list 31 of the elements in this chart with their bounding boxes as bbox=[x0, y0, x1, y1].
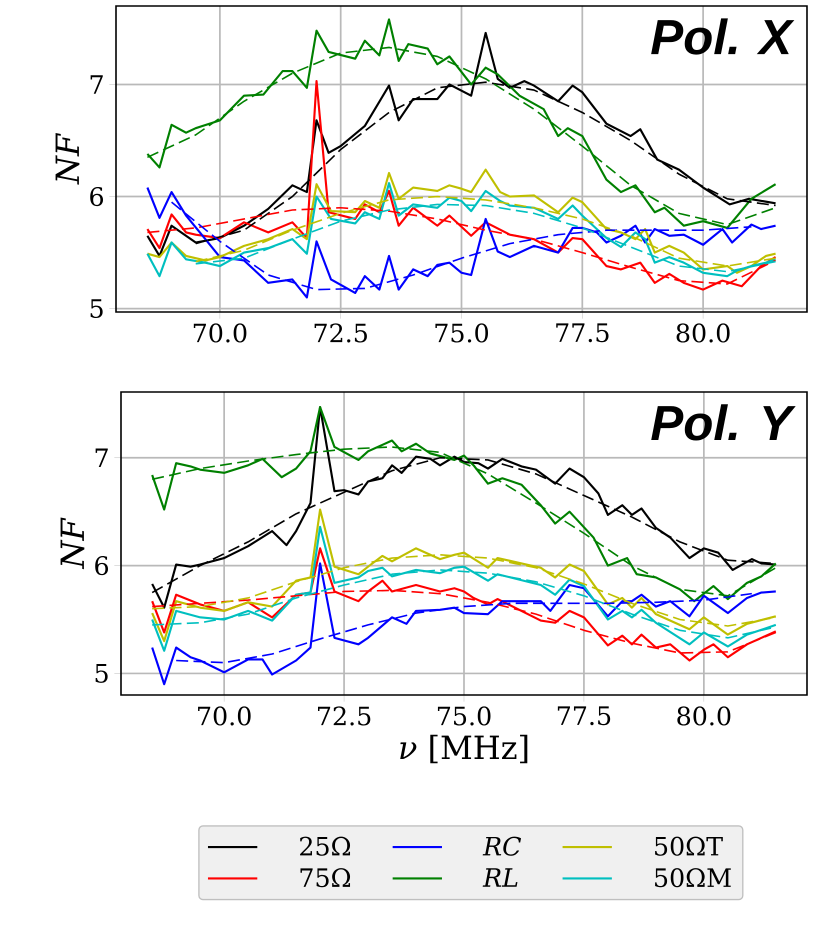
y-tick-label: 6 bbox=[90, 186, 104, 206]
y-tick-label: 6 bbox=[95, 556, 108, 576]
x-tick-label: 75.0 bbox=[435, 323, 488, 343]
x-tick-label: 72.5 bbox=[314, 323, 367, 343]
y-axis-title: NF bbox=[56, 132, 80, 185]
x-axis-title: ν [MHz] bbox=[400, 734, 528, 764]
y-tick-label: 5 bbox=[90, 299, 103, 318]
line-series bbox=[146, 80, 777, 291]
legend-label: 50ΩT bbox=[655, 836, 723, 856]
line-series bbox=[151, 562, 777, 686]
line-series bbox=[146, 186, 777, 298]
chart-title: Pol. Y bbox=[651, 404, 796, 441]
line-series bbox=[146, 168, 777, 274]
x-tick-label: 80.0 bbox=[677, 706, 730, 726]
legend-label: 50ΩM bbox=[655, 868, 731, 888]
x-tick-label: 70.0 bbox=[198, 706, 251, 726]
x-tick-label: 77.5 bbox=[558, 706, 610, 726]
x-tick-label: 72.5 bbox=[318, 706, 370, 726]
y-tick-label: 5 bbox=[96, 664, 108, 683]
legend-label: 75Ω bbox=[300, 868, 350, 888]
x-tick-label: 77.5 bbox=[556, 323, 609, 342]
chart-title: Pol. X bbox=[651, 18, 794, 55]
x-tick-label: 70.0 bbox=[194, 323, 246, 343]
legend-label: RC bbox=[482, 836, 522, 856]
y-tick-label: 7 bbox=[90, 75, 103, 94]
legend-label: RL bbox=[482, 868, 518, 887]
y-tick-label: 7 bbox=[96, 448, 108, 468]
legend-label: 25Ω bbox=[300, 836, 350, 856]
x-tick-label: 80.0 bbox=[676, 323, 730, 343]
y-axis-title: NF bbox=[60, 517, 84, 570]
x-tick-label: 75.0 bbox=[438, 706, 491, 726]
